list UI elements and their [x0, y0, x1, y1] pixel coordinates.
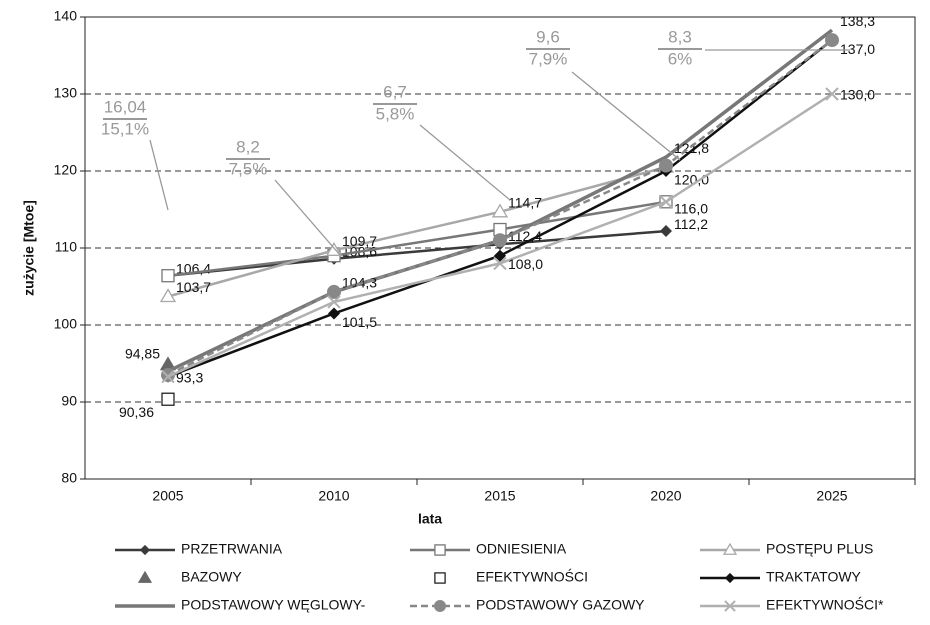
y-axis-title: zużycie [Mtoe]: [21, 200, 37, 296]
annotation: 6,7: [383, 82, 407, 101]
marker: [494, 249, 506, 262]
marker: [825, 87, 839, 101]
data-label: 114,7: [508, 195, 542, 211]
series-line: [167, 200, 667, 277]
marker: [724, 572, 736, 584]
annotation-arrow: [419, 124, 511, 201]
data-label: 112,2: [674, 216, 708, 232]
y-tick-label: 80: [61, 470, 77, 486]
marker: [434, 600, 446, 612]
marker: [161, 392, 175, 406]
legend-label: TRAKTATOWY: [766, 569, 862, 585]
legend-label: BAZOWY: [181, 569, 242, 585]
data-label: 120,0: [674, 172, 709, 188]
y-tick-label: 90: [61, 393, 77, 409]
data-label: 94,85: [125, 345, 160, 361]
data-label: 138,3: [840, 13, 875, 29]
marker: [161, 368, 175, 383]
x-tick-label: 2020: [650, 488, 681, 504]
legend-label: PRZETRWANIA: [181, 541, 283, 557]
annotation: 8,2: [236, 137, 260, 156]
x-tick-label: 2025: [816, 488, 847, 504]
marker: [722, 542, 738, 555]
series-line: [167, 39, 833, 377]
data-label: 137,0: [840, 41, 875, 57]
annotation: 9,6: [536, 27, 560, 46]
data-label: 90,36: [119, 404, 154, 420]
marker: [328, 307, 340, 320]
annotation-arrow: [149, 139, 169, 211]
y-tick-label: 110: [55, 239, 78, 255]
annotation: 5,8%: [376, 104, 415, 123]
marker: [139, 544, 151, 556]
annotation: 6%: [668, 49, 693, 68]
marker: [327, 295, 341, 309]
y-tick-label: 120: [54, 162, 78, 178]
marker: [493, 233, 507, 248]
marker: [660, 225, 672, 238]
series-line: [167, 229, 667, 277]
annotation: 15,1%: [101, 119, 149, 138]
legend-label: POSTĘPU PLUS: [766, 541, 873, 557]
marker: [825, 33, 839, 48]
marker: [161, 269, 175, 283]
marker: [161, 369, 175, 384]
annotation: 16,04: [104, 97, 147, 116]
marker: [327, 284, 341, 299]
marker: [159, 288, 177, 303]
data-label: 101,5: [342, 314, 377, 330]
marker: [659, 195, 673, 209]
legend-label: ODNIESIENIA: [476, 541, 567, 557]
data-label: 109,7: [342, 233, 377, 249]
data-label: 108,0: [508, 256, 543, 272]
marker: [434, 572, 446, 584]
data-label: 103,7: [176, 279, 211, 295]
marker: [493, 256, 507, 271]
legend-label: EFEKTYWNOŚCI*: [766, 596, 884, 613]
marker: [434, 544, 446, 556]
marker: [724, 600, 736, 612]
y-tick-label: 100: [54, 316, 78, 332]
marker: [137, 570, 153, 583]
legend-label: PODSTAWOWY WĘGLOWY-: [181, 597, 366, 613]
annotation: 8,3: [668, 27, 692, 46]
annotation: 7,5%: [229, 159, 268, 178]
data-label: 116,0: [674, 201, 708, 217]
data-label: 121,8: [674, 140, 709, 156]
x-tick-label: 2005: [152, 488, 183, 504]
marker: [491, 203, 509, 218]
x-axis-title: lata: [418, 511, 442, 527]
annotation-arrow: [571, 71, 681, 161]
series-line: [167, 165, 667, 298]
data-label: 93,3: [176, 369, 203, 385]
series-line: [167, 28, 834, 373]
y-tick-label: 130: [54, 85, 78, 101]
annotation: 7,9%: [529, 49, 568, 68]
x-tick-label: 2010: [318, 488, 349, 504]
x-tick-label: 2015: [484, 488, 515, 504]
legend-label: EFEKTYWNOŚCI: [476, 568, 588, 585]
legend-label: PODSTAWOWY GAZOWY: [476, 597, 645, 613]
data-label: 130,0: [840, 87, 875, 103]
annotation-arrow: [274, 179, 341, 256]
marker: [659, 158, 673, 173]
y-tick-label: 140: [54, 8, 78, 24]
